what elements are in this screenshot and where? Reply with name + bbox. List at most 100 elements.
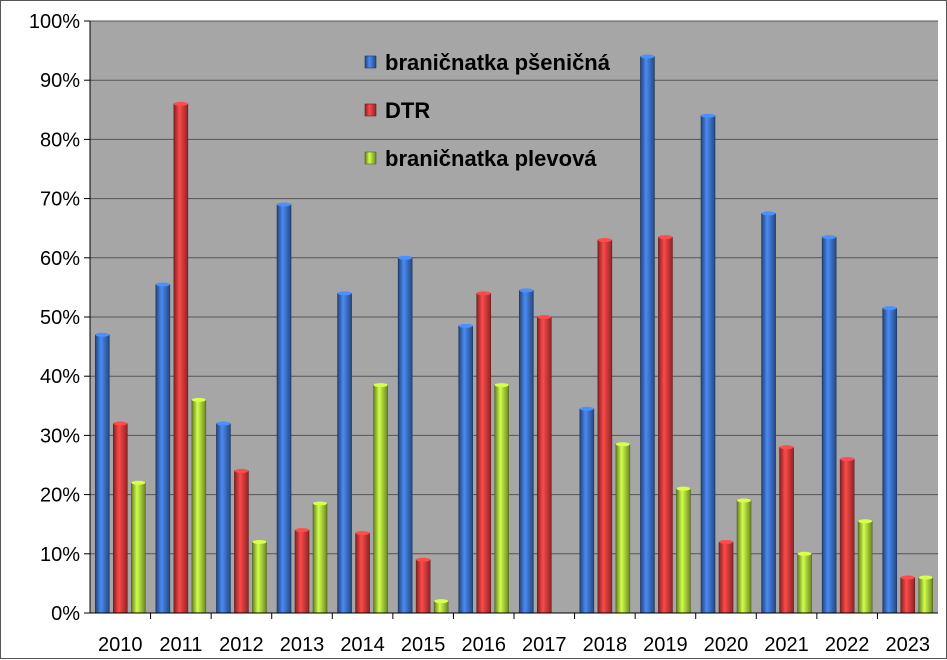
bar-2021-series-2 <box>779 446 794 614</box>
bar-cap <box>918 575 933 580</box>
bar-2012-series-1 <box>216 423 231 614</box>
bar-cap <box>840 457 855 462</box>
x-tick-label: 2011 <box>159 634 202 656</box>
bar-2016-series-2 <box>476 293 492 614</box>
bar-cap <box>113 421 128 426</box>
y-axis-ticks: 0% 10% 20% 30% 40% 50% 60% 70% 80% 90% 100% <box>29 11 938 625</box>
legend-swatch <box>364 103 377 117</box>
bar-2018-series-3 <box>615 443 631 614</box>
bar-2011-series-1 <box>155 284 171 614</box>
bar-2016-series-1 <box>458 325 474 614</box>
bar-cap <box>882 306 897 311</box>
x-tick-label: 2019 <box>643 634 688 656</box>
bar-cap <box>537 315 552 319</box>
bar-2022-series-1 <box>821 236 837 614</box>
bar-2022-series-3 <box>857 520 873 614</box>
bar-cap <box>676 486 691 491</box>
y-tick-label: 40% <box>40 366 80 388</box>
bar-cap <box>131 480 146 485</box>
bar-cap <box>155 282 170 287</box>
y-tick-label: 70% <box>40 189 80 211</box>
y-tick-label: 20% <box>40 485 80 507</box>
legend-label: braničnatka pšeničná <box>385 50 611 75</box>
legend-label: DTR <box>385 98 430 123</box>
bar-2010-series-3 <box>130 482 146 614</box>
bar-cap <box>295 528 309 533</box>
x-tick-label: 2017 <box>522 634 567 656</box>
legend-label: braničnatka plevová <box>385 146 597 171</box>
bar-2020-series-2 <box>718 541 734 614</box>
bar-cap <box>416 557 431 562</box>
bar-cap <box>494 383 509 388</box>
bar-2010-series-2 <box>112 423 128 614</box>
bar-2013-series-2 <box>294 529 310 614</box>
bar-cap <box>719 539 733 544</box>
bar-2019-series-2 <box>658 236 673 614</box>
legend-swatch <box>364 151 377 165</box>
bar-2023-series-2 <box>900 577 916 614</box>
x-tick-label: 2014 <box>340 634 385 656</box>
bar-2014-series-1 <box>337 293 352 614</box>
bar-cap <box>252 539 267 544</box>
bar-cap <box>173 101 188 106</box>
gridlines <box>90 20 938 614</box>
bar-cap <box>822 235 837 240</box>
bar-cap <box>858 519 873 524</box>
bar-2020-series-1 <box>700 115 716 614</box>
bar-cap <box>234 468 249 473</box>
bar-2013-series-3 <box>312 503 328 614</box>
x-tick-label: 2023 <box>885 634 930 656</box>
bar-cap <box>737 498 751 503</box>
x-axis-ticks: 2010 2011 2012 2013 2014 2015 2016 2017 2018 2019… <box>98 613 930 656</box>
bar-2018-series-1 <box>579 408 595 614</box>
bars <box>94 54 934 614</box>
x-tick-label: 2010 <box>98 634 143 656</box>
bar-cap <box>779 445 794 450</box>
bar-cap <box>640 54 655 59</box>
y-tick-label: 30% <box>40 425 80 447</box>
x-tick-label: 2016 <box>461 634 506 656</box>
bar-cap <box>615 442 630 447</box>
y-tick-label: 90% <box>40 70 80 92</box>
bar-cap <box>458 323 473 328</box>
bar-cap <box>761 211 776 216</box>
bar-2015-series-1 <box>397 257 413 614</box>
x-tick-label: 2021 <box>764 634 809 656</box>
bar-2019-series-3 <box>676 488 691 614</box>
bar-cap <box>337 291 352 296</box>
bar-2017-series-2 <box>536 316 552 614</box>
bar-cap <box>434 599 449 604</box>
bar-cap <box>95 332 110 337</box>
bar-2023-series-1 <box>882 307 898 614</box>
bar-2010-series-1 <box>94 334 110 614</box>
bar-2012-series-2 <box>234 470 249 614</box>
bar-2015-series-2 <box>415 559 431 614</box>
legend-swatch <box>364 55 377 69</box>
bar-2023-series-3 <box>918 577 934 614</box>
bar-cap <box>355 531 370 536</box>
bar-2021-series-1 <box>761 213 776 614</box>
x-tick-label: 2012 <box>219 634 264 656</box>
bar-cap <box>519 288 534 293</box>
bar-2014-series-3 <box>373 384 388 614</box>
y-tick-label: 0% <box>51 603 80 625</box>
bar-2012-series-3 <box>252 541 267 614</box>
x-tick-label: 2022 <box>825 634 870 656</box>
x-tick-label: 2015 <box>401 634 446 656</box>
y-tick-label: 50% <box>40 307 80 329</box>
bar-cap <box>216 421 231 426</box>
bar-cap <box>277 202 291 207</box>
x-tick-label: 2018 <box>583 634 628 656</box>
bar-cap <box>579 406 594 411</box>
bar-2011-series-3 <box>191 399 207 614</box>
legend: braničnatka pšeničná DTR braničnatka plevo… <box>364 50 611 171</box>
bar-cap <box>701 113 715 118</box>
bar-2011-series-2 <box>173 103 189 614</box>
bar-cap <box>658 235 673 240</box>
y-tick-label: 10% <box>40 544 80 566</box>
y-tick-label: 60% <box>40 248 80 270</box>
bar-2014-series-2 <box>355 532 370 614</box>
bar-cap <box>373 383 388 388</box>
bar-cap <box>900 575 915 580</box>
